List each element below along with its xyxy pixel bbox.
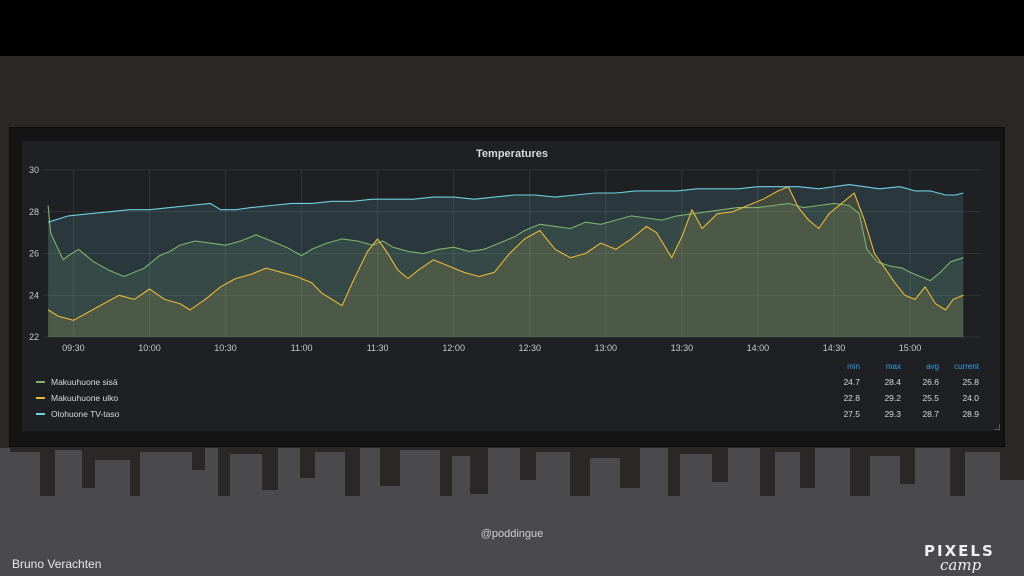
legend-value-avg: 28.7 [922,409,939,419]
x-tick-label: 13:00 [595,343,618,353]
y-tick-label: 30 [29,165,39,175]
series-line-2[interactable] [47,184,964,223]
x-tick-label: 11:00 [291,343,313,353]
x-tick-label: 15:00 [899,343,922,353]
legend-swatch [36,413,45,415]
legend-label: Makuuhuone ulko [51,393,119,403]
temperature-chart: 22 24 26 28 30 09:30 10:00 10:30 11:00 11:30 12:00… [29,165,981,353]
y-tick-label: 26 [29,249,39,259]
legend-header-min[interactable]: min [847,362,860,371]
legend-item-makuuhuone-sisa[interactable]: Makuuhuone sisä [36,375,118,389]
panel-resize-handle[interactable] [994,424,1000,430]
x-tick-label: 10:30 [214,343,237,353]
author-name: Bruno Verachten [12,557,102,571]
x-tick-label: 12:00 [442,343,465,353]
top-black-bar [0,0,1024,56]
legend-value-min: 22.8 [843,393,860,403]
legend-value-current: 28.9 [962,409,979,419]
x-tick-label: 11:30 [367,343,389,353]
legend-swatch [36,397,45,399]
x-tick-label: 10:00 [138,343,161,353]
legend-value-current: 24.0 [962,393,979,403]
x-tick-label: 14:30 [823,343,846,353]
legend-item-makuuhuone-ulko[interactable]: Makuuhuone ulko [36,391,118,405]
legend-label: Olohuone TV-taso [51,409,120,419]
graph-panel [22,141,1000,431]
legend-value-max: 29.2 [884,393,901,403]
legend-value-max: 28.4 [884,377,901,387]
legend-label: Makuuhuone sisä [51,377,118,387]
legend-item-olohuone-tv-taso[interactable]: Olohuone TV-taso [36,407,119,421]
y-tick-label: 28 [29,207,39,217]
series-area-2 [48,184,964,337]
legend-header-max[interactable]: max [885,362,901,371]
legend-header-avg[interactable]: avg [926,362,939,371]
logo-text-bottom: camp [940,556,982,574]
series-area-1 [48,186,964,337]
legend-header-current[interactable]: current [954,362,979,371]
chart-title: Temperatures [476,148,548,160]
y-tick-label: 24 [29,290,39,300]
series-area-0 [48,203,964,337]
x-tick-label: 13:30 [671,343,694,353]
legend-value-max: 29.3 [884,409,901,419]
series-line-1[interactable] [47,186,964,321]
twitter-handle: @poddingue [480,528,544,540]
city-skyline-background [0,448,1024,576]
legend-value-min: 27.5 [843,409,860,419]
legend-value-avg: 25.5 [922,393,939,403]
legend-swatch [36,381,45,383]
x-tick-label: 09:30 [62,343,85,353]
y-tick-label: 22 [29,332,39,342]
legend-value-current: 25.8 [962,377,979,387]
pixels-camp-logo: PIXELS camp [920,540,1010,576]
logo-text-top: PIXELS [924,542,995,560]
x-tick-label: 12:30 [518,343,541,353]
legend-value-avg: 26.6 [922,377,939,387]
series-line-0[interactable] [47,202,964,282]
x-tick-label: 14:00 [747,343,770,353]
legend-value-min: 24.7 [843,377,860,387]
